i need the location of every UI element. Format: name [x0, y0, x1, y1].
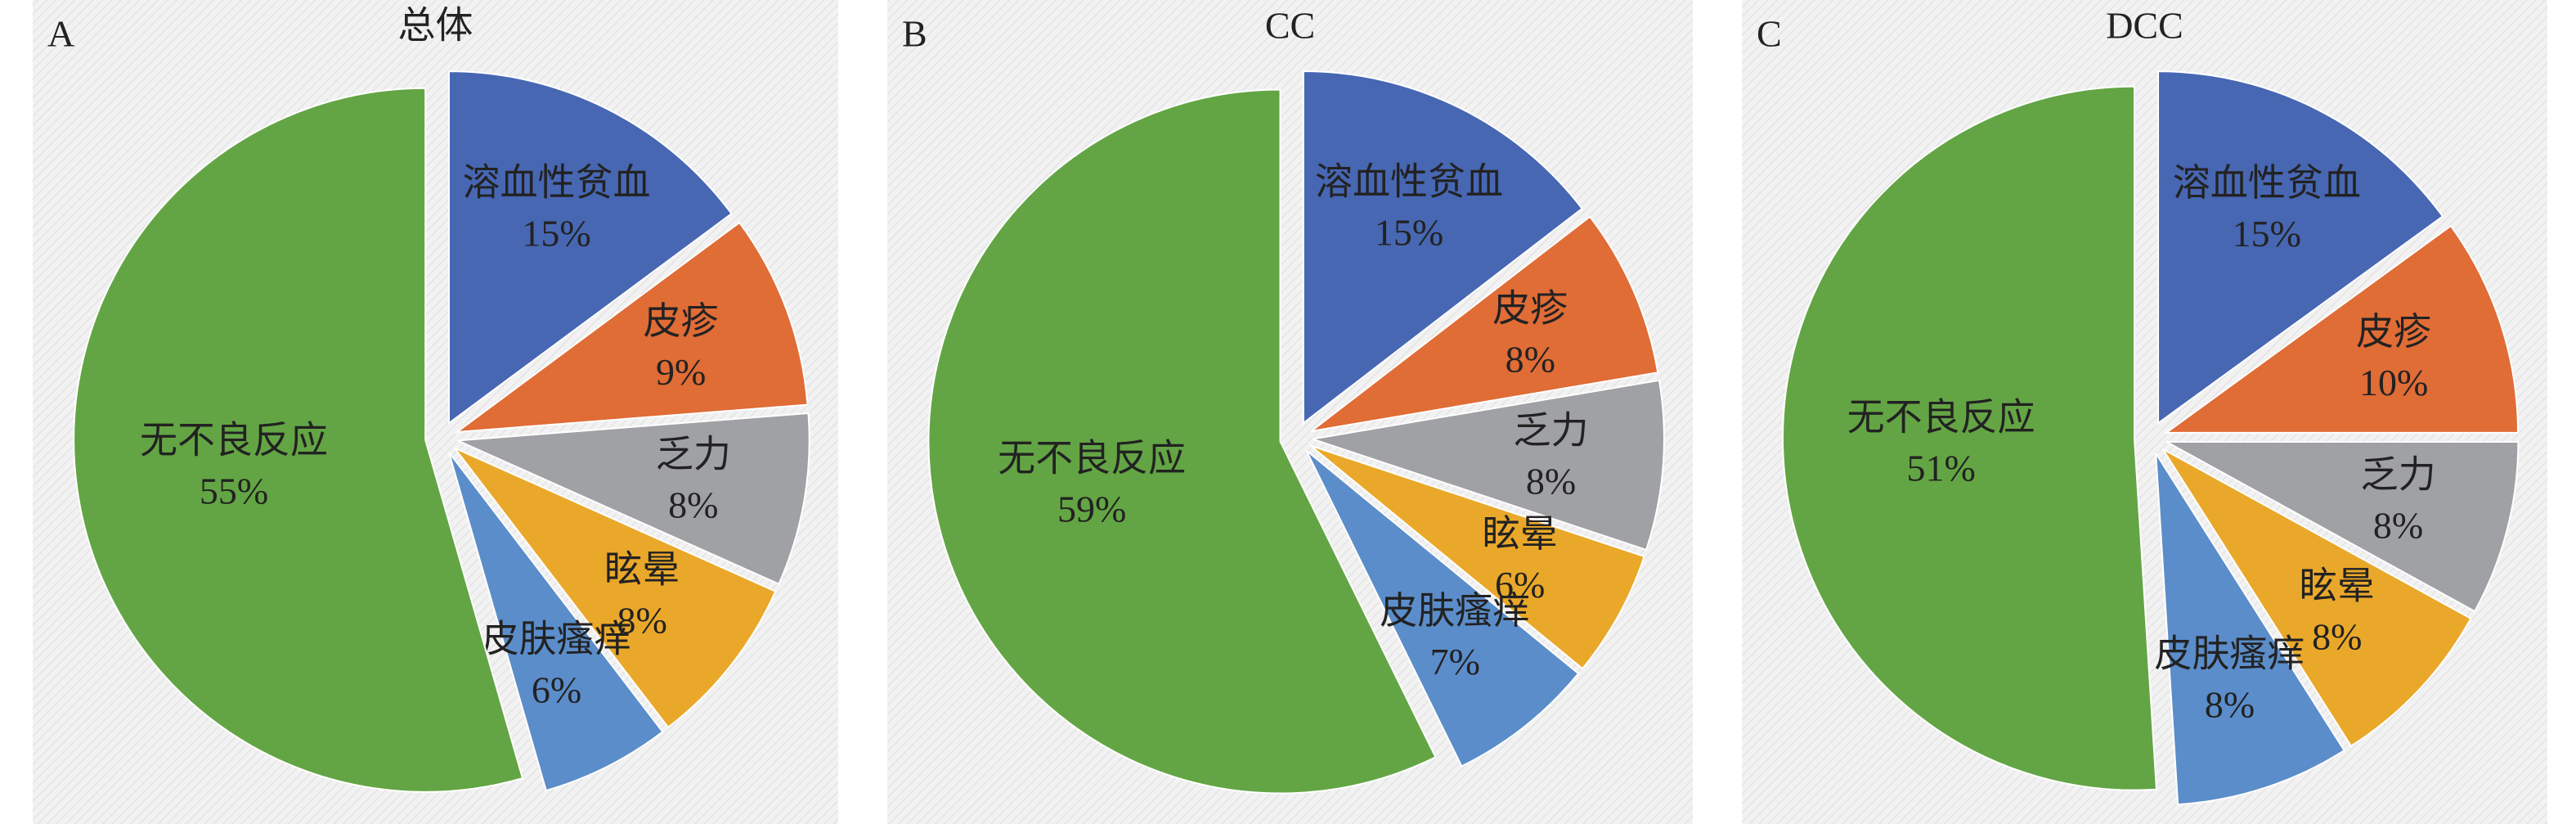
pie-slice	[1309, 444, 1645, 670]
pie-slice	[454, 221, 809, 434]
slice-value-label: 10%	[2359, 362, 2428, 403]
slice-value-label: 8%	[2205, 684, 2255, 726]
pie-slice	[1305, 449, 1580, 768]
slice-category: 溶血性贫血	[463, 162, 651, 204]
panel-label: A	[47, 13, 74, 55]
panel-label: B	[902, 13, 927, 55]
slice-category: 眩晕	[1483, 513, 1558, 555]
pie-slice	[447, 70, 733, 426]
chart-title: DCC	[2106, 5, 2183, 47]
slice-value-label: 15%	[522, 213, 590, 254]
slice-value-label: 51%	[1906, 448, 1975, 489]
slice-category: 乏力	[2361, 453, 2436, 495]
slice-value-label: 15%	[1375, 211, 1443, 253]
pie-slice	[2161, 448, 2472, 748]
slice-category: 无不良反应	[1847, 397, 2035, 439]
slice-category: 乏力	[1513, 409, 1588, 451]
slice-category: 皮肤瘙痒	[1380, 590, 1530, 632]
slice-value-label: 8%	[1506, 339, 1555, 380]
slice-value-label: 59%	[1057, 489, 1126, 530]
pie-slice	[2163, 224, 2520, 434]
slice-value-label: 9%	[656, 351, 706, 393]
slice-value-label: 15%	[2233, 213, 2301, 254]
slice-category: 皮疹	[2356, 311, 2431, 353]
chart-title: 总体	[398, 5, 473, 47]
slice-category: 皮肤瘙痒	[482, 619, 632, 660]
slice-value-label: 8%	[2373, 504, 2423, 546]
slice-category: 眩晕	[604, 548, 680, 590]
chart-title: CC	[1265, 5, 1315, 47]
slice-value-label: 55%	[200, 470, 268, 511]
slice-category: 溶血性贫血	[1315, 160, 1503, 202]
slice-category: 乏力	[656, 434, 731, 475]
slice-value-label: 8%	[617, 599, 666, 641]
slice-category: 无不良反应	[998, 438, 1186, 480]
pie-slice	[2157, 70, 2444, 426]
pie-slice	[1302, 70, 1584, 426]
pie-slice	[73, 87, 524, 793]
slice-value-label: 6%	[532, 669, 581, 711]
slice-category: 皮疹	[1492, 288, 1568, 330]
slice-category: 溶血性贫血	[2173, 162, 2361, 204]
slice-value-label: 8%	[1526, 460, 1576, 502]
pie-slice	[448, 452, 664, 792]
panel-label: C	[1757, 13, 1782, 55]
slice-value-label: 8%	[2312, 615, 2362, 657]
pie-slice	[457, 412, 810, 586]
pie-slice	[2165, 440, 2520, 613]
slice-category: 皮疹	[644, 300, 719, 342]
pie-slice	[927, 88, 1437, 795]
pie-slice	[1310, 215, 1659, 432]
slice-category: 眩晕	[2300, 565, 2375, 606]
slice-category: 皮肤瘙痒	[2155, 633, 2305, 675]
pie-slice	[453, 447, 777, 729]
pie-slice	[2155, 453, 2345, 806]
pie-slice	[1312, 379, 1665, 552]
slice-value-label: 8%	[668, 484, 718, 526]
pie-slice	[1782, 85, 2158, 791]
slice-value-label: 7%	[1430, 641, 1480, 682]
slice-value-label: 6%	[1495, 564, 1545, 606]
slice-category: 无不良反应	[140, 419, 328, 461]
